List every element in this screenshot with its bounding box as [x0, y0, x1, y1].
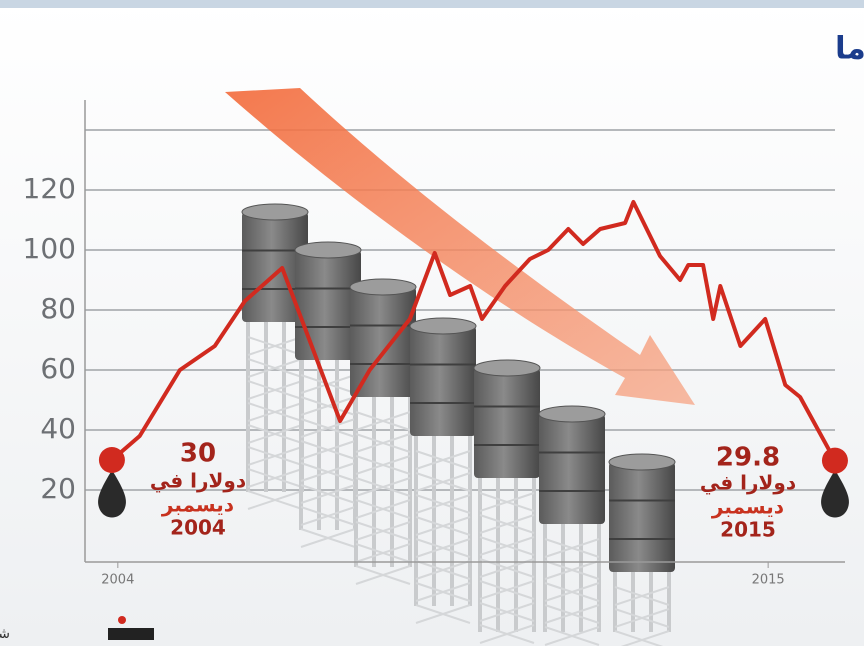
annotation-text: 2004 [170, 516, 226, 540]
end-point [99, 447, 125, 473]
barrel-top [539, 406, 605, 422]
barrel-body [350, 287, 416, 397]
barrel-top [295, 242, 361, 258]
annotation-text: 2015 [720, 518, 776, 542]
x-tick-label: 2015 [752, 573, 785, 588]
start-value-label: 30 [180, 439, 216, 469]
barrel-top [474, 360, 540, 376]
y-tick-label: 120 [23, 172, 76, 205]
page: {"chart_data": { "type": "line", "title"… [0, 0, 864, 646]
chart-title: حركة سعر برميل النفط الكويتي في 11عاما [835, 31, 864, 67]
top-border [0, 0, 864, 8]
end-point [822, 448, 848, 474]
barrel-top [350, 279, 416, 295]
barrel-body [410, 326, 476, 436]
barrel-top [410, 318, 476, 334]
y-tick-label: 100 [23, 232, 76, 265]
logo [108, 628, 154, 640]
barrel-top [242, 204, 308, 220]
annotation-text: دولارا في [150, 469, 246, 494]
y-tick-label: 20 [40, 472, 76, 505]
barrel-body [539, 414, 605, 524]
logo-dot [118, 616, 126, 624]
annotation-text: دولارا في [700, 471, 796, 496]
credit: شريف حمدي [0, 626, 10, 642]
barrel-body [609, 462, 675, 572]
annotation-text: ديسمبر [161, 493, 234, 517]
annotation-text: ديسمبر [711, 495, 784, 519]
x-tick-label: 2004 [101, 573, 134, 588]
y-tick-label: 60 [40, 352, 76, 385]
barrel-body [474, 368, 540, 478]
y-tick-label: 40 [40, 412, 76, 445]
end-value-label: 29.8 [716, 443, 780, 473]
y-tick-label: 80 [40, 292, 76, 325]
barrel-top [609, 454, 675, 470]
chart: حركة سعر برميل النفط الكويتي في 11عاما 3… [0, 0, 864, 646]
